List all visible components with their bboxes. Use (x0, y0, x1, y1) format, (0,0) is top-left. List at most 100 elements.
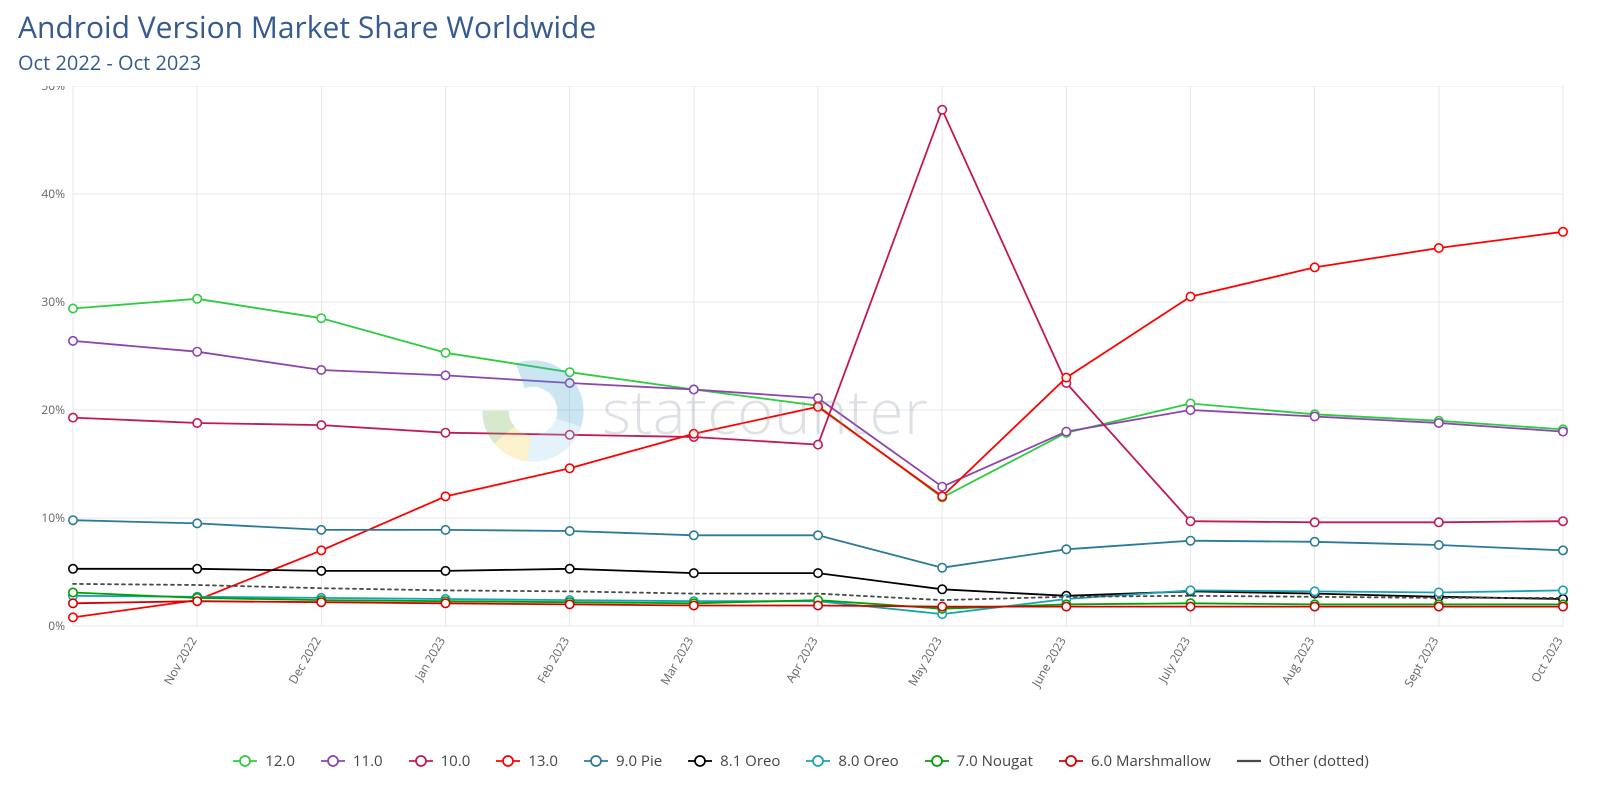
series-marker (193, 295, 201, 303)
series-marker (441, 349, 449, 357)
series-marker (938, 483, 946, 491)
y-tick-label: 20% (41, 401, 65, 418)
series-marker (566, 368, 574, 376)
legend-label: 7.0 Nougat (957, 751, 1033, 771)
series-marker (1435, 602, 1443, 610)
series-marker (69, 516, 77, 524)
series-marker (1062, 545, 1070, 553)
series-marker (69, 413, 77, 421)
legend-item[interactable]: 8.1 Oreo (686, 751, 780, 771)
series-marker (317, 567, 325, 575)
series-marker (938, 106, 946, 114)
chart-legend: 12.0 11.0 10.0 13.0 9.0 Pie 8.1 Oreo 8.0 Oreo 7… (18, 731, 1582, 773)
legend-item[interactable]: 10.0 (407, 751, 471, 771)
x-tick-label: June 2023 (1027, 633, 1070, 690)
x-tick-label: Feb 2023 (533, 633, 573, 686)
series-marker (814, 403, 822, 411)
series-marker (566, 464, 574, 472)
legend-item[interactable]: Other (dotted) (1235, 751, 1369, 771)
y-tick-label: 50% (41, 86, 65, 94)
series-marker (566, 565, 574, 573)
series-marker (193, 348, 201, 356)
series-marker (1559, 586, 1567, 594)
x-tick-label: Nov 2022 (160, 633, 201, 687)
series-marker (1435, 588, 1443, 596)
legend-item[interactable]: 11.0 (319, 751, 383, 771)
series-marker (69, 337, 77, 345)
series-marker (1311, 412, 1319, 420)
series-marker (1435, 518, 1443, 526)
chart-title: Android Version Market Share Worldwide (18, 6, 1582, 47)
legend-item[interactable]: 6.0 Marshmallow (1057, 751, 1211, 771)
series-marker (317, 546, 325, 554)
series-marker (690, 569, 698, 577)
legend-swatch (319, 754, 347, 768)
series-marker (1311, 518, 1319, 526)
series-marker (1186, 292, 1194, 300)
legend-swatch (582, 754, 610, 768)
legend-swatch (494, 754, 522, 768)
x-tick-label: May 2023 (904, 633, 946, 688)
series-marker (1186, 537, 1194, 545)
series-marker (690, 601, 698, 609)
legend-item[interactable]: 7.0 Nougat (923, 751, 1033, 771)
series-marker (1311, 538, 1319, 546)
legend-swatch (804, 754, 832, 768)
series-marker (1559, 602, 1567, 610)
series-marker (814, 394, 822, 402)
legend-label: 8.1 Oreo (720, 751, 780, 771)
series-marker (690, 430, 698, 438)
legend-swatch (231, 754, 259, 768)
series-marker (1559, 427, 1567, 435)
series-marker (938, 564, 946, 572)
legend-swatch (1235, 754, 1263, 768)
legend-swatch (1057, 754, 1085, 768)
y-tick-label: 0% (48, 617, 65, 634)
y-tick-label: 40% (41, 185, 65, 202)
legend-item[interactable]: 8.0 Oreo (804, 751, 898, 771)
series-marker (1559, 517, 1567, 525)
series-marker (1311, 602, 1319, 610)
x-tick-label: Aug 2023 (1277, 633, 1318, 687)
series-marker (1186, 602, 1194, 610)
legend-label: 12.0 (265, 751, 295, 771)
series-marker (441, 371, 449, 379)
legend-label: 13.0 (528, 751, 558, 771)
series-marker (1062, 602, 1070, 610)
legend-item[interactable]: 13.0 (494, 751, 558, 771)
series-marker (1311, 587, 1319, 595)
series-marker (317, 598, 325, 606)
legend-item[interactable]: 9.0 Pie (582, 751, 662, 771)
series-marker (1435, 419, 1443, 427)
series-marker (938, 585, 946, 593)
series-marker (441, 567, 449, 575)
x-tick-label: Oct 2023 (1527, 633, 1567, 685)
series-marker (441, 526, 449, 534)
series-marker (441, 599, 449, 607)
legend-item[interactable]: 12.0 (231, 751, 295, 771)
series-marker (193, 519, 201, 527)
legend-swatch (407, 754, 435, 768)
x-tick-label: Sept 2023 (1400, 633, 1443, 690)
series-marker (1186, 406, 1194, 414)
series-marker (69, 613, 77, 621)
series-marker (566, 431, 574, 439)
series-marker (1186, 586, 1194, 594)
legend-label: 9.0 Pie (616, 751, 662, 771)
x-tick-label: Dec 2022 (284, 633, 325, 686)
series-marker (938, 602, 946, 610)
chart-subtitle: Oct 2022 - Oct 2023 (18, 49, 1582, 76)
series-marker (441, 492, 449, 500)
series-marker (1435, 541, 1443, 549)
x-tick-label: Mar 2023 (656, 633, 697, 687)
legend-swatch (923, 754, 951, 768)
series-marker (1186, 517, 1194, 525)
series-marker (317, 526, 325, 534)
series-marker (566, 527, 574, 535)
legend-label: Other (dotted) (1269, 751, 1369, 771)
series-marker (317, 366, 325, 374)
series-marker (317, 421, 325, 429)
legend-label: 11.0 (353, 751, 383, 771)
series-marker (566, 379, 574, 387)
series-marker (1062, 427, 1070, 435)
